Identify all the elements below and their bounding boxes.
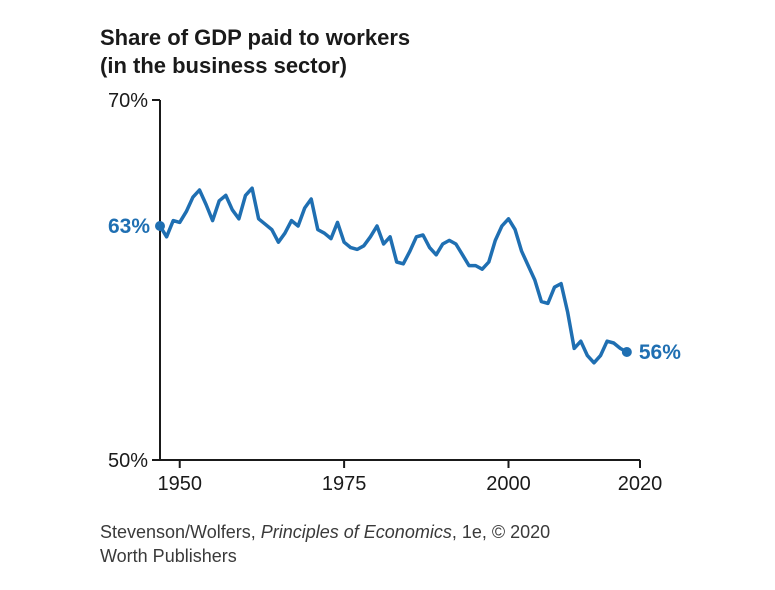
credit-prefix: Stevenson/Wolfers, <box>100 522 261 542</box>
line-chart: 50% 70% 1950 1975 2000 2020 63% 56% <box>60 80 720 520</box>
x-tick-label: 2020 <box>618 473 663 495</box>
chart-title-line1: Share of GDP paid to workers <box>100 25 410 50</box>
x-tick-label: 1950 <box>157 473 202 495</box>
start-marker <box>155 221 165 231</box>
y-tick-label: 70% <box>108 90 148 112</box>
data-series-line <box>160 188 627 363</box>
credit-line2: Worth Publishers <box>100 546 237 566</box>
start-label: 63% <box>108 215 150 238</box>
end-marker <box>622 347 632 357</box>
credit-suffix: , 1e, © 2020 <box>452 522 550 542</box>
y-tick-label: 50% <box>108 450 148 472</box>
x-tick-label: 2000 <box>486 473 531 495</box>
chart-title: Share of GDP paid to workers (in the bus… <box>100 24 410 79</box>
end-label: 56% <box>639 341 681 364</box>
credit-italic: Principles of Economics <box>261 522 452 542</box>
x-tick-label: 1975 <box>322 473 367 495</box>
chart-title-line2: (in the business sector) <box>100 53 347 78</box>
chart-credit: Stevenson/Wolfers, Principles of Economi… <box>100 520 550 569</box>
